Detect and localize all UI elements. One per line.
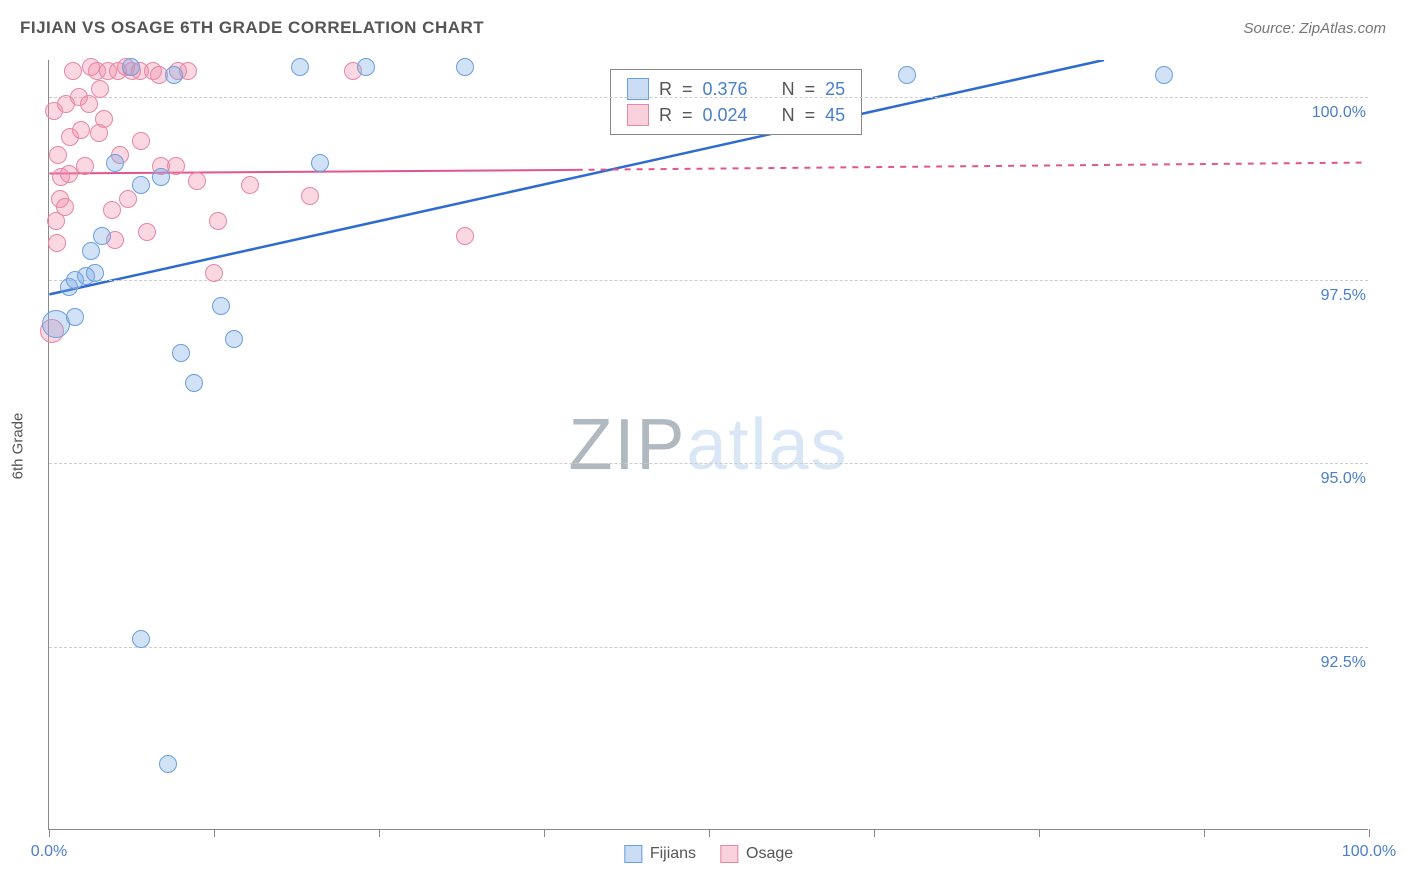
chart-header: FIJIAN VS OSAGE 6TH GRADE CORRELATION CH… bbox=[20, 18, 1386, 38]
data-point bbox=[66, 308, 84, 326]
watermark-zip: ZIP bbox=[568, 405, 686, 485]
ytick-label: 100.0% bbox=[1308, 104, 1370, 122]
legend-label: Fijians bbox=[650, 845, 696, 863]
stats-legend-row: R=0.376N=25 bbox=[627, 76, 845, 102]
legend-label: Osage bbox=[746, 845, 793, 863]
gridline bbox=[49, 280, 1368, 281]
legend-swatch bbox=[627, 104, 649, 126]
watermark-atlas: atlas bbox=[686, 405, 848, 485]
data-point bbox=[241, 176, 259, 194]
data-point bbox=[76, 157, 94, 175]
data-point bbox=[42, 310, 70, 338]
bottom-legend: Fijians Osage bbox=[624, 845, 793, 863]
xtick-label: 0.0% bbox=[31, 843, 67, 861]
data-point bbox=[93, 227, 111, 245]
xtick bbox=[379, 829, 380, 837]
n-value: 45 bbox=[825, 105, 845, 126]
chart-title: FIJIAN VS OSAGE 6TH GRADE CORRELATION CH… bbox=[20, 18, 484, 38]
data-point bbox=[188, 172, 206, 190]
equals: = bbox=[805, 105, 816, 126]
n-label: N bbox=[782, 105, 795, 126]
data-point bbox=[225, 330, 243, 348]
gridline bbox=[49, 647, 1368, 648]
data-point bbox=[72, 121, 90, 139]
data-point bbox=[159, 755, 177, 773]
r-label: R bbox=[659, 105, 672, 126]
data-point bbox=[122, 58, 140, 76]
watermark: ZIPatlas bbox=[568, 404, 848, 486]
data-point bbox=[209, 212, 227, 230]
xtick bbox=[1369, 829, 1370, 837]
data-point bbox=[205, 264, 223, 282]
data-point bbox=[80, 95, 98, 113]
stats-legend: R=0.376N=25 R = 0.024 N = 45 bbox=[610, 69, 862, 135]
legend-item: Fijians bbox=[624, 845, 696, 863]
xtick bbox=[49, 829, 50, 837]
xtick bbox=[544, 829, 545, 837]
ytick-label: 92.5% bbox=[1317, 654, 1370, 672]
legend-swatch bbox=[720, 845, 738, 863]
data-point bbox=[56, 198, 74, 216]
xtick-label: 100.0% bbox=[1342, 843, 1396, 861]
data-point bbox=[49, 146, 67, 164]
legend-item: Osage bbox=[720, 845, 793, 863]
data-point bbox=[185, 374, 203, 392]
data-point bbox=[357, 58, 375, 76]
data-point bbox=[86, 264, 104, 282]
xtick bbox=[1204, 829, 1205, 837]
data-point bbox=[301, 187, 319, 205]
data-point bbox=[1155, 66, 1173, 84]
data-point bbox=[456, 227, 474, 245]
data-point bbox=[132, 630, 150, 648]
data-point bbox=[132, 132, 150, 150]
trend-line bbox=[49, 170, 576, 174]
data-point bbox=[64, 62, 82, 80]
xtick bbox=[1039, 829, 1040, 837]
stats-legend-row: R = 0.024 N = 45 bbox=[627, 102, 845, 128]
gridline bbox=[49, 97, 1368, 98]
data-point bbox=[167, 157, 185, 175]
r-value: 0.024 bbox=[703, 105, 748, 126]
y-axis-title: 6th Grade bbox=[10, 413, 27, 480]
data-point bbox=[48, 234, 66, 252]
data-point bbox=[132, 176, 150, 194]
data-point bbox=[106, 154, 124, 172]
data-point bbox=[311, 154, 329, 172]
data-point bbox=[119, 190, 137, 208]
equals: = bbox=[682, 105, 693, 126]
data-point bbox=[165, 66, 183, 84]
data-point bbox=[103, 201, 121, 219]
data-point bbox=[291, 58, 309, 76]
xtick bbox=[214, 829, 215, 837]
trend-line bbox=[577, 163, 1368, 170]
data-point bbox=[212, 297, 230, 315]
data-point bbox=[456, 58, 474, 76]
ytick-label: 95.0% bbox=[1317, 470, 1370, 488]
legend-swatch bbox=[624, 845, 642, 863]
data-point bbox=[898, 66, 916, 84]
data-point bbox=[172, 344, 190, 362]
data-point bbox=[91, 80, 109, 98]
data-point bbox=[95, 110, 113, 128]
data-point bbox=[138, 223, 156, 241]
chart-source: Source: ZipAtlas.com bbox=[1243, 20, 1386, 37]
plot-area: ZIPatlas R=0.376N=25R=0.024N=45 FijiansO… bbox=[48, 60, 1368, 830]
data-point bbox=[152, 168, 170, 186]
xtick bbox=[709, 829, 710, 837]
trend-line bbox=[49, 60, 1104, 294]
xtick bbox=[874, 829, 875, 837]
ytick-label: 97.5% bbox=[1317, 287, 1370, 305]
gridline bbox=[49, 463, 1368, 464]
